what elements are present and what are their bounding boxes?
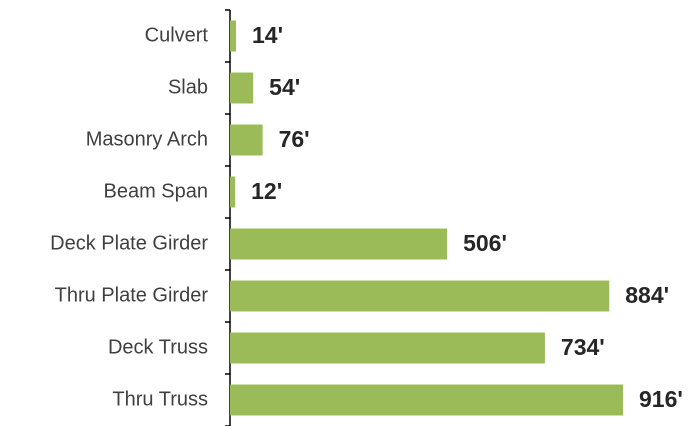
y-tick-label: Deck Plate Girder (50, 232, 208, 254)
y-tick-label: Thru Plate Girder (55, 284, 209, 306)
y-tick-label: Thru Truss (112, 388, 208, 410)
bar (230, 332, 545, 364)
y-tick-label: Slab (168, 76, 208, 98)
y-tick-label: Masonry Arch (86, 128, 208, 150)
bar (230, 72, 254, 104)
bar (230, 124, 263, 156)
data-label: 76' (279, 126, 310, 152)
data-label: 884' (625, 282, 669, 308)
data-label: 14' (252, 22, 283, 48)
bar (230, 384, 623, 416)
bar (230, 20, 237, 52)
data-label: 12' (251, 178, 282, 204)
bar (230, 280, 610, 312)
data-label: 916' (639, 386, 683, 412)
y-tick-label: Beam Span (103, 180, 208, 202)
bar (230, 176, 236, 208)
data-label: 506' (463, 230, 507, 256)
data-label: 54' (269, 74, 300, 100)
data-label: 734' (561, 334, 605, 360)
bar (230, 228, 448, 260)
y-tick-label: Culvert (145, 24, 209, 46)
y-tick-label: Deck Truss (108, 336, 208, 358)
